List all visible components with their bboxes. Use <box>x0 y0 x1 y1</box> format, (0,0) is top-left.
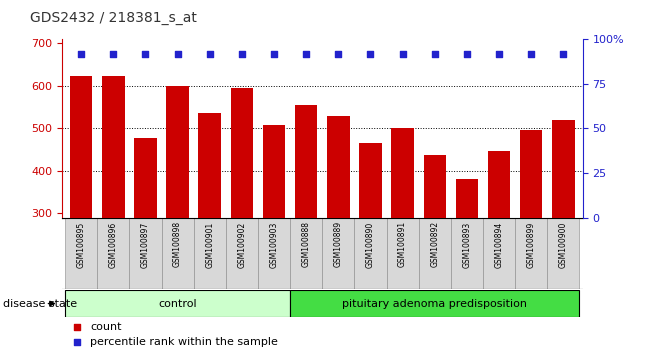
Text: GSM100894: GSM100894 <box>495 221 504 268</box>
Bar <box>97 218 130 289</box>
Text: percentile rank within the sample: percentile rank within the sample <box>90 337 279 348</box>
Bar <box>552 120 575 218</box>
Text: GSM100903: GSM100903 <box>270 221 279 268</box>
Text: GSM100891: GSM100891 <box>398 221 407 267</box>
Bar <box>451 218 483 289</box>
Text: GSM100889: GSM100889 <box>334 221 343 267</box>
Bar <box>327 115 350 218</box>
Bar <box>102 76 124 218</box>
Bar <box>483 218 515 289</box>
Bar <box>161 218 193 289</box>
Text: GSM100893: GSM100893 <box>462 221 471 268</box>
Point <box>397 51 408 57</box>
Text: GSM100901: GSM100901 <box>205 221 214 268</box>
Bar <box>391 129 414 218</box>
Bar <box>520 131 542 218</box>
Text: GSM100899: GSM100899 <box>527 221 536 268</box>
Text: GSM100898: GSM100898 <box>173 221 182 267</box>
Bar <box>258 218 290 289</box>
Point <box>72 340 83 346</box>
Bar <box>354 218 387 289</box>
Bar <box>424 155 446 218</box>
Point <box>140 51 150 57</box>
Point <box>365 51 376 57</box>
Bar <box>359 143 381 218</box>
Point <box>237 51 247 57</box>
Bar <box>70 76 92 218</box>
Bar <box>295 105 318 218</box>
Text: GSM100895: GSM100895 <box>77 221 86 268</box>
Bar <box>230 88 253 218</box>
Bar <box>290 290 579 317</box>
Text: GSM100890: GSM100890 <box>366 221 375 268</box>
Bar <box>515 218 547 289</box>
Bar <box>226 218 258 289</box>
Point <box>173 51 183 57</box>
Bar <box>488 151 510 218</box>
Point <box>526 51 536 57</box>
Bar <box>193 218 226 289</box>
Text: disease state: disease state <box>3 298 77 309</box>
Bar <box>547 218 579 289</box>
Bar <box>166 86 189 218</box>
Text: GSM100900: GSM100900 <box>559 221 568 268</box>
Point <box>333 51 344 57</box>
Text: count: count <box>90 321 122 332</box>
Bar <box>456 178 478 218</box>
Bar <box>322 218 354 289</box>
Text: GSM100897: GSM100897 <box>141 221 150 268</box>
Bar <box>263 125 285 218</box>
Text: GDS2432 / 218381_s_at: GDS2432 / 218381_s_at <box>31 11 197 25</box>
Point <box>558 51 568 57</box>
Point <box>430 51 440 57</box>
Text: control: control <box>158 298 197 309</box>
Text: GSM100896: GSM100896 <box>109 221 118 268</box>
Point <box>204 51 215 57</box>
Bar <box>290 218 322 289</box>
Point <box>462 51 472 57</box>
Text: GSM100892: GSM100892 <box>430 221 439 267</box>
Text: GSM100888: GSM100888 <box>301 221 311 267</box>
Point <box>269 51 279 57</box>
Bar <box>387 218 419 289</box>
Text: pituitary adenoma predisposition: pituitary adenoma predisposition <box>342 298 527 309</box>
Point <box>72 324 83 329</box>
Bar <box>65 218 97 289</box>
Text: GSM100902: GSM100902 <box>238 221 246 268</box>
Point <box>76 51 87 57</box>
Point <box>301 51 311 57</box>
Point <box>108 51 118 57</box>
Bar <box>65 290 290 317</box>
Point <box>494 51 505 57</box>
Bar <box>134 138 157 218</box>
Bar <box>199 113 221 218</box>
Bar <box>130 218 161 289</box>
Bar <box>419 218 451 289</box>
